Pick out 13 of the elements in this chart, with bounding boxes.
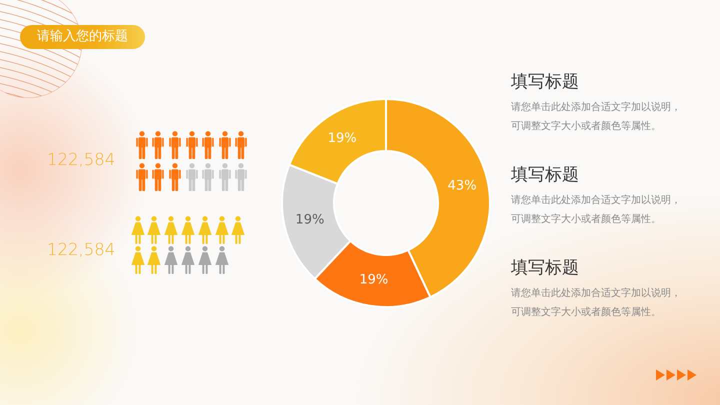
text: 填写标题 (511, 257, 580, 280)
text: 122,584 (47, 239, 116, 261)
text: 122,584 (47, 149, 116, 171)
text: 请您单击此处添加合适文字加以说明，可调整文字大小或者颜色等属性。 (511, 100, 682, 134)
data-label: 43% (448, 178, 477, 194)
text: 请您单击此处添加合适文字加以说明，可调整文字大小或者颜色等属性。 (511, 286, 682, 320)
data-label: 19% (359, 272, 388, 288)
text: 请您单击此处添加合适文字加以说明，可调整文字大小或者颜色等属性。 (511, 194, 682, 227)
text: 请输入您的标题 (20, 25, 145, 49)
data-label: 19% (328, 130, 357, 146)
text: 填写标题 (511, 71, 580, 94)
text: 填写标题 (511, 164, 580, 187)
data-label: 19% (295, 212, 324, 228)
